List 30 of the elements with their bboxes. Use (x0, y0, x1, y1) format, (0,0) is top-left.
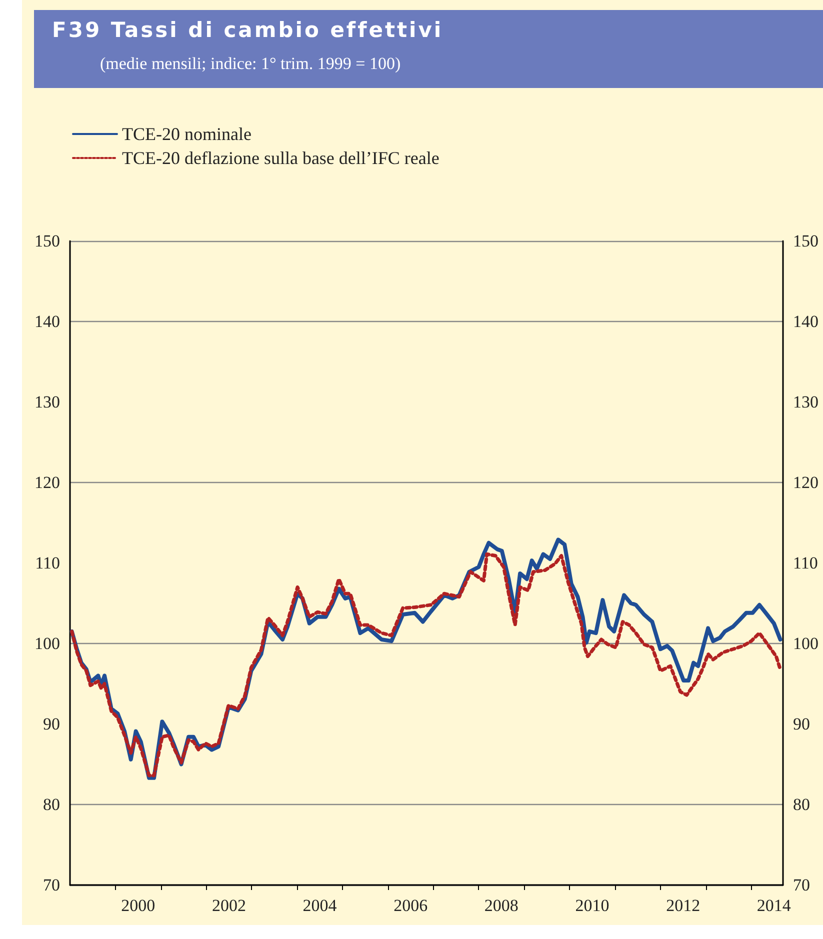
y-tick-label: 150 (34, 232, 60, 250)
x-tick-label: 2012 (666, 896, 700, 915)
legend-label: TCE-20 deflazione sulla base dell’IFC reale (122, 148, 440, 168)
y2-tick-label: 90 (793, 714, 810, 734)
y2-tick-label: 150 (793, 232, 818, 250)
x-tick-label: 2002 (212, 896, 246, 915)
chart-title: F39 Tassi di cambio effettivi (52, 18, 444, 42)
x-tick-label: 2006 (394, 896, 428, 915)
y2-tick-label: 140 (793, 312, 818, 331)
y2-tick-label: 100 (793, 634, 818, 653)
y-tick-label: 80 (43, 795, 60, 814)
legend-label: TCE-20 nominale (122, 124, 252, 144)
y-tick-label: 90 (43, 714, 60, 734)
y2-tick-label: 80 (793, 795, 810, 814)
y2-tick-label: 110 (793, 554, 818, 572)
x-tick-label: 2014 (756, 896, 792, 915)
y2-tick-label: 130 (793, 392, 818, 412)
y-tick-label: 70 (43, 876, 60, 894)
x-tick-label: 2008 (484, 896, 518, 915)
y-tick-label: 120 (34, 473, 60, 492)
x-tick-label: 2004 (302, 896, 338, 915)
y-tick-label: 140 (34, 312, 60, 331)
x-tick-label: 2010 (575, 896, 610, 915)
y2-tick-label: 70 (793, 876, 810, 894)
y-tick-label: 130 (34, 392, 60, 412)
x-tick-label: 2000 (121, 896, 156, 915)
y2-tick-label: 120 (793, 473, 818, 492)
y-tick-label: 100 (34, 634, 60, 653)
chart-subtitle: (medie mensili; indice: 1° trim. 1999 = 100) (100, 54, 401, 74)
y-tick-label: 110 (35, 554, 60, 572)
